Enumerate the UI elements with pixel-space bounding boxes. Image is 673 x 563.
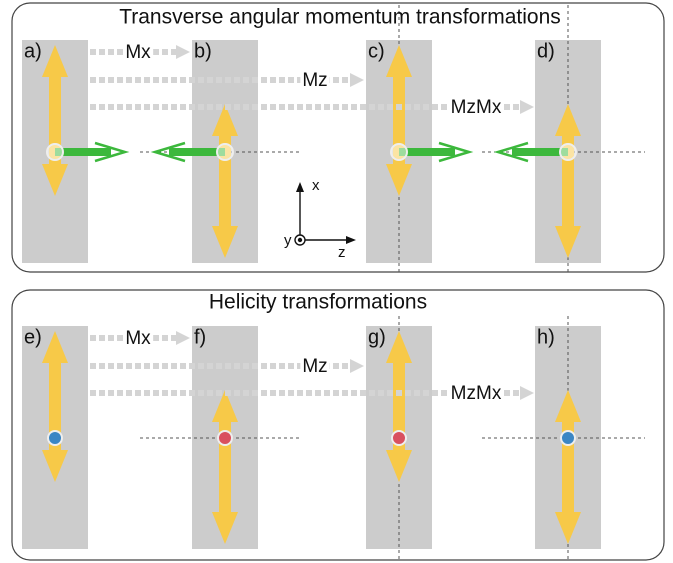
helicity-dot: [217, 430, 233, 446]
panel-label: h): [537, 326, 555, 348]
operation-label: Mx: [125, 42, 151, 63]
section-title: Helicity transformations: [209, 291, 427, 314]
panel-label: d): [537, 40, 555, 62]
yellow-arrow: [386, 331, 412, 438]
axis-label: z: [338, 244, 346, 261]
panel-label: g): [368, 326, 386, 348]
yellow-arrow: [386, 152, 412, 196]
operation-label: Mz: [302, 356, 327, 377]
label-bg: [300, 356, 330, 378]
axis-label: y: [284, 232, 292, 249]
yellow-arrow: [212, 438, 238, 544]
helicity-dot: [560, 430, 576, 446]
panel-label: e): [24, 326, 42, 348]
panel-label: c): [368, 40, 385, 62]
label-bg: [448, 383, 504, 405]
panel-label: a): [24, 40, 42, 62]
helicity-dot: [391, 430, 407, 446]
label-bg: [448, 97, 504, 119]
operation-label: MzMx: [451, 383, 502, 404]
yellow-arrow: [212, 104, 238, 152]
yellow-arrow: [212, 390, 238, 438]
center: [46, 143, 64, 161]
yellow-arrow: [555, 104, 581, 152]
yellow-arrow: [42, 45, 68, 152]
operation-arrowhead: [350, 359, 364, 373]
label-bg: [300, 70, 330, 92]
axes: [294, 182, 356, 246]
axis-label: x: [312, 177, 320, 194]
operation-arrowhead: [176, 331, 190, 345]
center: [559, 143, 577, 161]
yellow-arrow: [386, 438, 412, 482]
yellow-arrow: [42, 152, 68, 196]
operation-arrowhead: [520, 100, 534, 114]
operation-label: Mz: [302, 70, 327, 91]
yellow-arrow: [42, 438, 68, 482]
green-arrowhead: [493, 141, 529, 163]
label-bg: [123, 328, 154, 350]
label-bg: [123, 42, 154, 64]
yellow-arrow: [386, 45, 412, 152]
yellow-arrow: [555, 152, 581, 258]
yellow-arrow: [42, 331, 68, 438]
panel-label: b): [194, 40, 212, 62]
section-box: [11, 289, 665, 561]
operation-arrowhead: [520, 386, 534, 400]
green-arrowhead: [94, 141, 130, 163]
operation-arrowhead: [350, 73, 364, 87]
operation-arrowhead: [176, 45, 190, 59]
section-title: Transverse angular momentum transformati…: [119, 6, 561, 29]
yellow-arrow: [555, 390, 581, 438]
center: [390, 143, 408, 161]
panel-label: f): [194, 326, 206, 348]
center: [216, 143, 234, 161]
yellow-arrow: [555, 438, 581, 544]
helicity-dot: [47, 430, 63, 446]
yellow-arrow: [212, 152, 238, 258]
section-box: [11, 2, 665, 273]
green-arrowhead: [150, 141, 186, 163]
operation-label: Mx: [125, 328, 151, 349]
operation-label: MzMx: [451, 97, 502, 118]
green-arrowhead: [438, 141, 474, 163]
